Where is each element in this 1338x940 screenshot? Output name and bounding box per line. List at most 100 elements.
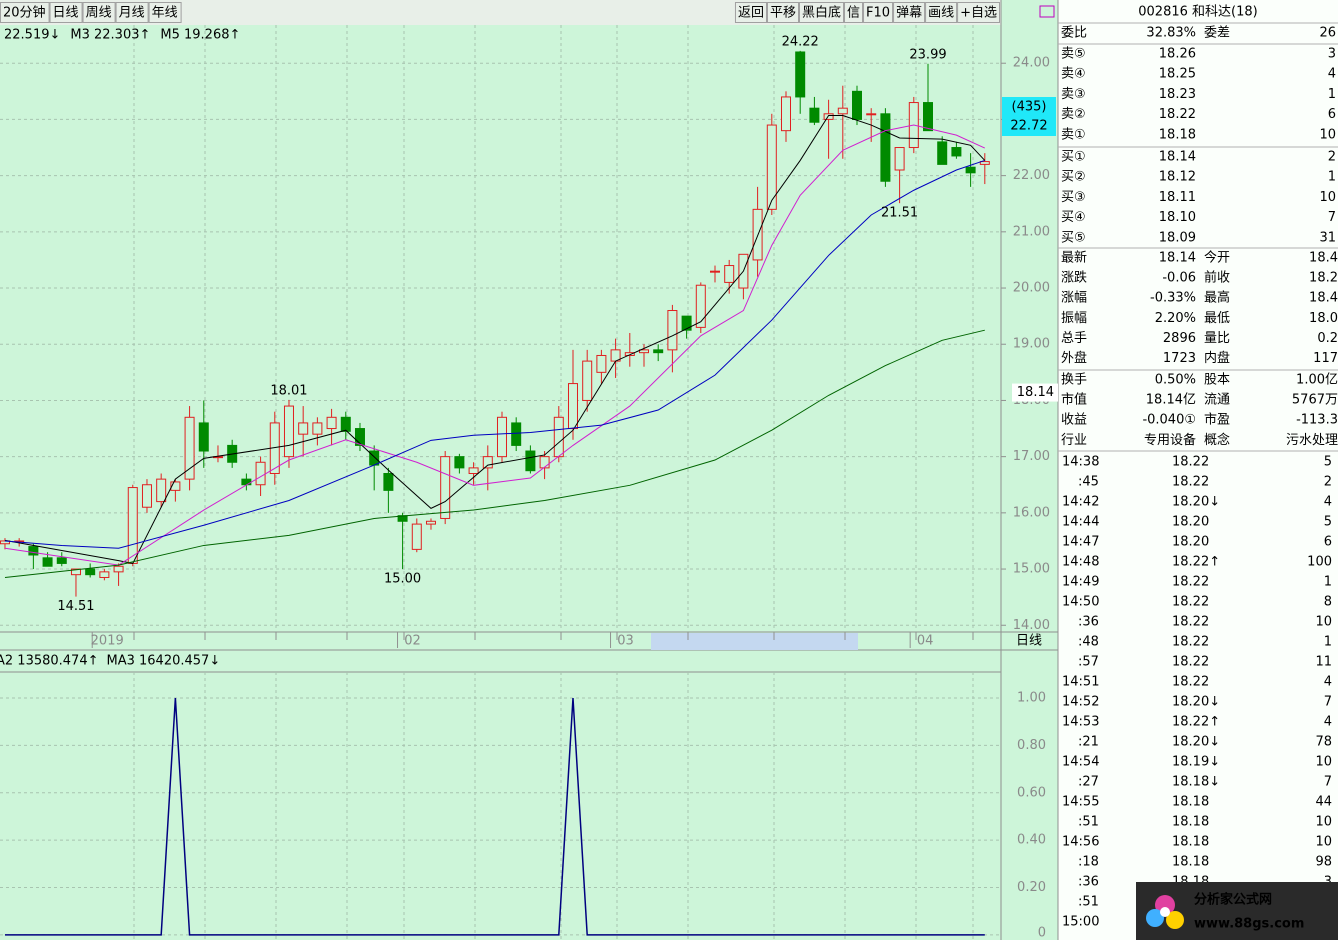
side-cell: :27 (1078, 775, 1099, 790)
moving-average (4, 329, 985, 578)
side-cell: 18.22↑ (1172, 555, 1220, 570)
candle-body (255, 461, 266, 486)
y-tick-label: 14.00 (1013, 618, 1050, 633)
side-cell: 26 (1319, 26, 1336, 41)
side-cell: 3 (1328, 47, 1336, 62)
candle-body (724, 265, 735, 283)
side-cell: 18.22 (1172, 635, 1209, 650)
side-cell: 18.18 (1172, 795, 1209, 810)
side-cell: 31 (1319, 230, 1336, 245)
price-annotation: 24.22 (782, 34, 819, 49)
side-cell: 换手 (1061, 373, 1087, 388)
candle-body (141, 484, 152, 508)
toolbar-button[interactable]: 弹幕 (896, 6, 922, 21)
side-cell: 10 (1319, 127, 1336, 142)
side-panel (1058, 0, 1338, 940)
side-cell: :45 (1078, 475, 1099, 490)
side-cell: 涨幅 (1061, 291, 1087, 306)
candle-body (553, 416, 564, 458)
y-tick-label: 17.00 (1013, 449, 1050, 464)
side-cell: 市值 (1061, 392, 1087, 408)
side-cell: 5 (1324, 455, 1332, 470)
y-tick-label: 0.40 (1017, 833, 1046, 848)
side-cell: -0.040① (1142, 413, 1196, 428)
side-cell: 10 (1315, 755, 1332, 770)
candle-body (638, 349, 649, 354)
toolbar-button-border (766, 2, 799, 23)
toolbar-button[interactable]: 年线 (152, 6, 178, 21)
candle-body (511, 422, 522, 446)
side-cell: 今开 (1204, 250, 1230, 266)
toolbar-button-border (49, 2, 83, 23)
side-cell: 最低 (1204, 311, 1230, 326)
side-cell: 卖② (1061, 107, 1086, 122)
toolbar-button-border (893, 2, 926, 23)
side-cell: 概念 (1204, 432, 1230, 448)
candle-body (198, 422, 209, 452)
toolbar-button[interactable]: 黑白底 (802, 5, 841, 21)
side-cell: 98 (1315, 855, 1332, 870)
side-cell: 2896 (1163, 331, 1196, 346)
toolbar-button[interactable]: 周线 (86, 6, 112, 21)
candle-body (624, 352, 635, 356)
side-cell: 44 (1315, 795, 1332, 810)
candle-body (440, 456, 451, 519)
scrollbar[interactable] (651, 633, 858, 650)
y-tick-label: 24.00 (1013, 56, 1050, 71)
moving-average (4, 124, 986, 566)
toolbar-button[interactable]: 平移 (770, 6, 796, 21)
price-annotation: 21.51 (881, 206, 918, 221)
toolbar-button[interactable]: 月线 (119, 6, 145, 21)
toolbar-button[interactable]: 日线 (53, 6, 79, 21)
candle-body (156, 478, 167, 503)
last-price: 18.14 (1017, 385, 1054, 400)
y-tick-label: 19.00 (1013, 337, 1050, 352)
side-cell: 18.22 (1172, 675, 1209, 690)
side-cell: 0.50% (1155, 373, 1196, 388)
y-tick-label: 1.00 (1017, 690, 1046, 705)
toolbar-button-border (863, 2, 894, 23)
side-cell: 14:52 (1062, 695, 1099, 710)
side-cell: 18.25 (1159, 67, 1196, 82)
indicator-line (4, 697, 985, 936)
side-cell: 卖③ (1061, 87, 1086, 102)
toolbar (0, 0, 1001, 25)
candle-body (539, 456, 550, 469)
toolbar-button-border (82, 2, 116, 23)
side-cell: 10 (1319, 190, 1336, 205)
side-cell: 18.23 (1159, 87, 1196, 102)
candle-body (766, 124, 777, 210)
window-icon[interactable] (1039, 5, 1055, 18)
candle-body (56, 557, 67, 564)
candle-body (369, 450, 380, 466)
candle-body (837, 107, 848, 115)
toolbar-button[interactable]: 信 (847, 6, 860, 21)
toolbar-button[interactable]: F10 (866, 6, 890, 21)
side-cell: 卖④ (1061, 67, 1086, 82)
side-cell: 18.14 (1159, 150, 1196, 165)
side-cell: 4 (1324, 495, 1332, 510)
toolbar-button[interactable]: +自选 (960, 6, 997, 21)
side-cell: 委比 (1061, 26, 1087, 41)
side-cell: 涨跌 (1061, 270, 1087, 286)
toolbar-button[interactable]: 画线 (928, 6, 954, 21)
side-cell: 1 (1328, 170, 1336, 185)
toolbar-button-border (925, 2, 958, 23)
toolbar-button[interactable]: 返回 (738, 6, 764, 21)
side-cell: 18.22 (1172, 615, 1209, 630)
side-cell: 7 (1328, 210, 1336, 225)
side-cell: :57 (1078, 655, 1099, 670)
toolbar-button-border (844, 2, 864, 23)
candle-body (809, 107, 820, 123)
toolbar-button[interactable]: 20分钟 (3, 5, 46, 21)
candle-body (596, 354, 607, 373)
side-cell: 18.11 (1159, 190, 1196, 205)
candle-body (582, 360, 593, 401)
side-cell: 7 (1324, 775, 1332, 790)
side-cell: 14:55 (1062, 795, 1099, 810)
side-cell: 18.18 (1172, 855, 1209, 870)
x-tick-label: 04 (917, 634, 934, 649)
y-tick-label: 15.00 (1013, 562, 1050, 577)
side-cell: 15:00 (1062, 915, 1099, 930)
side-cell: 2 (1324, 475, 1332, 490)
